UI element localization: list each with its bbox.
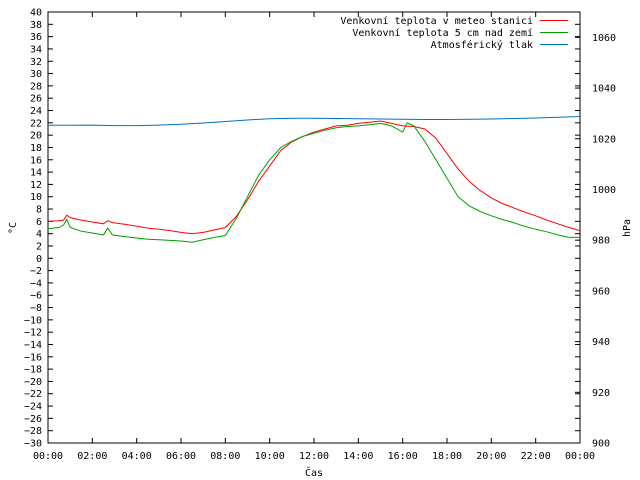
x-tick-label: 16:00 — [388, 451, 418, 462]
y-tick-label: −20 — [24, 377, 42, 388]
y-tick-label: −26 — [24, 414, 42, 425]
x-tick-label: 14:00 — [343, 451, 373, 462]
y2-tick-label: 1040 — [592, 84, 616, 95]
x-tick-label: 20:00 — [476, 451, 506, 462]
y-tick-label: 18 — [30, 143, 42, 154]
y-tick-label: 26 — [30, 94, 42, 105]
y-tick-label: 4 — [36, 229, 42, 240]
y-tick-label: −28 — [24, 426, 42, 437]
y-tick-label: −24 — [24, 402, 42, 413]
y-tick-label: −18 — [24, 365, 42, 376]
x-tick-label: 10:00 — [255, 451, 285, 462]
y-tick-label: 14 — [30, 168, 42, 179]
x-tick-label: 04:00 — [122, 451, 152, 462]
y-tick-label: −2 — [30, 266, 42, 277]
y-tick-label: −8 — [30, 303, 42, 314]
y2-tick-label: 1000 — [592, 185, 616, 196]
y-tick-label: 20 — [30, 131, 42, 142]
y-tick-label: −30 — [24, 439, 42, 450]
plot-frame — [47, 11, 581, 444]
x-axis: 00:00 02:00 04:00 06:00 08:00 10:00 12:00 14:00… — [33, 12, 595, 462]
y-tick-label: −6 — [30, 291, 42, 302]
y-tick-label: −16 — [24, 352, 42, 363]
y2-tick-label: 920 — [592, 388, 610, 399]
series-line-3 — [48, 116, 581, 127]
x-tick-label: 12:00 — [299, 451, 329, 462]
y2-tick-label: 1020 — [592, 134, 616, 145]
y-tick-label: −14 — [24, 340, 42, 351]
y2-tick-label: 980 — [592, 236, 610, 247]
y-tick-label: 30 — [30, 69, 42, 80]
y2-tick-label: 1060 — [592, 33, 616, 44]
y-tick-label: 40 — [30, 8, 42, 19]
x-axis-label: Čas — [305, 466, 323, 479]
y-axis-left: −30−28−26−24−22−20−18−16−14−12−10−8−6−4−… — [24, 8, 580, 450]
legend-label: Atmosférický tlak — [431, 39, 533, 51]
x-tick-label: 06:00 — [166, 451, 196, 462]
x-tick-label: 02:00 — [77, 451, 107, 462]
y-tick-label: 16 — [30, 155, 42, 166]
y-tick-label: −12 — [24, 328, 42, 339]
y-axis-right: 900 920 940 960 980 1000 1020 1040 1060 — [575, 33, 616, 450]
legend: Venkovní teplota v meteo staniciVenkovní… — [340, 15, 568, 51]
y2-tick-label: 940 — [592, 337, 610, 348]
y-tick-label: 8 — [36, 205, 42, 216]
series-line-1 — [47, 120, 581, 235]
y-tick-label: 2 — [36, 241, 42, 252]
x-tick-label: 22:00 — [521, 451, 551, 462]
series-lines — [47, 116, 581, 243]
legend-label: Venkovní teplota v meteo stanici — [340, 15, 533, 27]
y-tick-label: 22 — [30, 118, 42, 129]
y-tick-label: 6 — [36, 217, 42, 228]
y-tick-label: −10 — [24, 315, 42, 326]
y-tick-label: 32 — [30, 57, 42, 68]
y-tick-label: −4 — [30, 278, 42, 289]
y-tick-label: 34 — [30, 44, 42, 55]
y-tick-label: 38 — [30, 20, 42, 31]
y-tick-label: 36 — [30, 32, 42, 43]
y-tick-label: −22 — [24, 389, 42, 400]
y2-tick-label: 900 — [592, 439, 610, 450]
y-axis-label: °C — [8, 222, 19, 234]
y2-tick-label: 960 — [592, 286, 610, 297]
legend-label: Venkovní teplota 5 cm nad zemí — [352, 27, 533, 39]
x-tick-label: 08:00 — [210, 451, 240, 462]
x-tick-label: 00:00 — [565, 451, 595, 462]
series-line-2 — [47, 122, 580, 243]
y-tick-label: 0 — [36, 254, 42, 265]
y-tick-label: 28 — [30, 81, 42, 92]
y-tick-label: 24 — [30, 106, 42, 117]
x-tick-label: 00:00 — [33, 451, 63, 462]
y-tick-label: 12 — [30, 180, 42, 191]
x-tick-label: 18:00 — [432, 451, 462, 462]
y2-axis-label: hPa — [622, 219, 633, 237]
y-tick-label: 10 — [30, 192, 42, 203]
